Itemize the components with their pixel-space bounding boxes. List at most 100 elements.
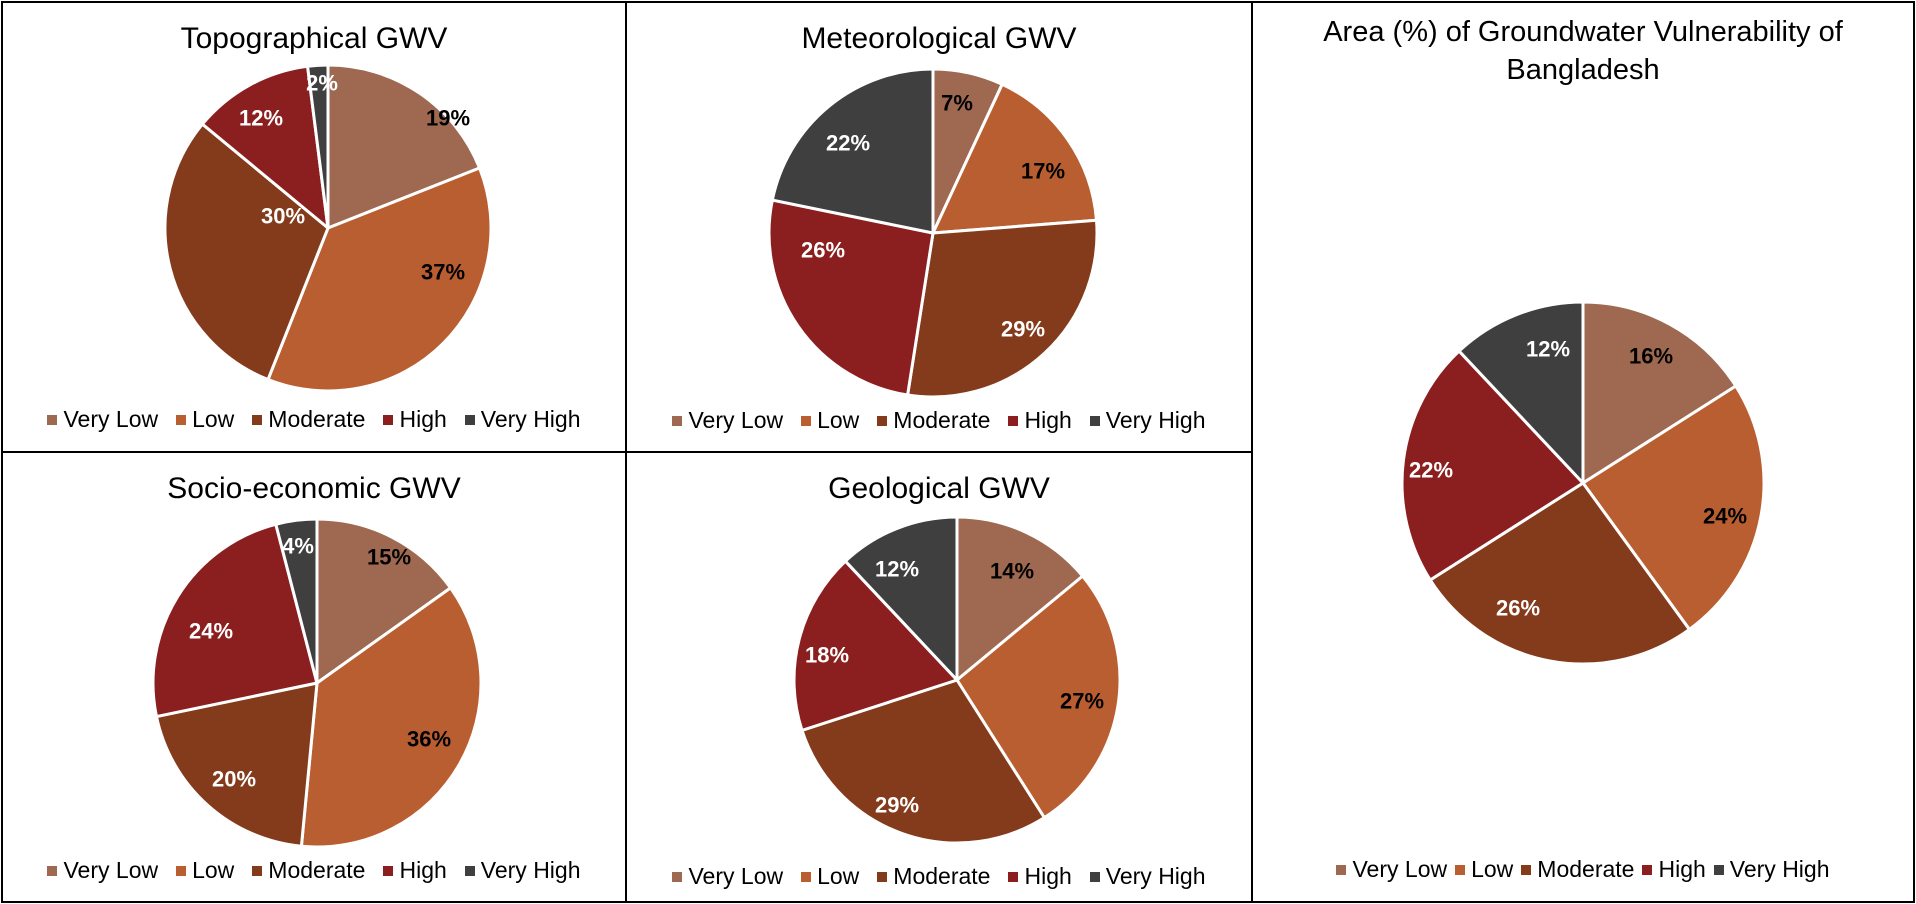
pie-chart: 19% 37% 30% 12% 2% — [163, 63, 493, 393]
legend-swatch-icon — [47, 865, 58, 876]
data-label: 30% — [261, 204, 305, 229]
legend-label: Very Low — [688, 407, 784, 433]
data-label: 24% — [1703, 504, 1747, 529]
legend-label: Very Low — [63, 857, 159, 883]
legend-label: Very Low — [688, 863, 784, 889]
legend-item-very-low: Very Low — [672, 863, 783, 890]
legend-swatch-icon — [1642, 864, 1653, 875]
data-label: 4% — [282, 534, 314, 559]
legend-label: Very High — [1105, 407, 1206, 433]
pie-slice-moderate — [163, 122, 330, 382]
data-label: 7% — [941, 91, 973, 116]
legend-label: High — [1658, 856, 1706, 882]
legend-item-moderate: Moderate — [252, 406, 365, 433]
legend-label: High — [1024, 863, 1072, 889]
legend-item-very-high: Very High — [1713, 856, 1830, 883]
pie-slice-low — [931, 82, 1099, 235]
pie-slice-low — [299, 586, 483, 849]
pie-slice-moderate — [1428, 481, 1691, 666]
chart-legend: Very Low Low Moderate High Very High — [1253, 856, 1913, 883]
chart-legend: Very Low Low Moderate High Very High — [3, 857, 625, 884]
legend-label: Moderate — [893, 407, 991, 433]
legend-swatch-icon — [1008, 415, 1019, 426]
panel-topographical: Topographical GWV 19% 37% 30% 12% 2% Very Lo… — [3, 3, 625, 451]
data-label: 19% — [426, 106, 470, 131]
panel-overall: Area (%) of Groundwater Vulnerability of… — [1253, 3, 1913, 901]
data-label: 12% — [239, 106, 283, 131]
legend-label: Low — [817, 863, 860, 889]
legend-item-low: Low — [176, 857, 234, 884]
pie-slice-very-high — [770, 67, 935, 235]
chart-legend: Very Low Low Moderate High Very High — [627, 407, 1251, 434]
data-label: 18% — [805, 643, 849, 668]
data-label: 22% — [826, 131, 870, 156]
legend-label: Very Low — [1352, 856, 1448, 882]
pie-slice-very-low — [955, 515, 1085, 682]
legend-item-high: High — [1008, 863, 1072, 890]
legend-swatch-icon — [176, 414, 187, 425]
legend-swatch-icon — [1521, 864, 1532, 875]
pie-slice-moderate — [800, 678, 1046, 845]
pie-slice-very-high — [274, 517, 319, 685]
legend-item-very-low: Very Low — [47, 406, 158, 433]
legend-swatch-icon — [1089, 871, 1100, 882]
legend-swatch-icon — [47, 414, 58, 425]
chart-title: Topographical GWV — [180, 22, 448, 55]
chart-title: Socio-economic GWV — [167, 472, 461, 505]
legend-item-very-high: Very High — [1089, 407, 1206, 434]
pie-chart: 7% 17% 29% 26% 22% — [767, 67, 1099, 399]
divider-vertical-2 — [1251, 2, 1253, 902]
legend-item-moderate: Moderate — [877, 863, 990, 890]
legend-label: Moderate — [268, 857, 366, 883]
legend-swatch-icon — [801, 871, 812, 882]
legend-swatch-icon — [176, 865, 187, 876]
pie-slice-moderate — [154, 681, 319, 848]
legend-item-very-low: Very Low — [47, 857, 158, 884]
legend-swatch-icon — [1713, 864, 1724, 875]
legend-label: Very High — [480, 406, 581, 432]
legend-label: Low — [192, 857, 235, 883]
panel-socioeconomic: Socio-economic GWV 15% 36% 20% 24% 4% Very L… — [3, 453, 625, 901]
data-label: 26% — [1496, 596, 1540, 621]
legend-label: Moderate — [1537, 856, 1635, 882]
chart-legend: Very Low Low Moderate High Very High — [3, 406, 625, 433]
data-label: 27% — [1060, 689, 1104, 714]
legend-item-high: High — [1008, 407, 1072, 434]
data-label: 37% — [421, 260, 465, 285]
divider-horizontal — [2, 451, 1252, 453]
legend-item-high: High — [383, 406, 447, 433]
pie-slice-very-low — [1581, 300, 1738, 485]
pie-slice-very-high — [1457, 300, 1585, 485]
pie-chart: 15% 36% 20% 24% 4% — [151, 517, 483, 849]
pie-slice-high — [200, 64, 330, 230]
legend-label: High — [1024, 407, 1072, 433]
legend-label: Low — [1471, 856, 1514, 882]
legend-item-very-high: Very High — [464, 406, 581, 433]
legend-swatch-icon — [464, 865, 475, 876]
legend-label: Moderate — [268, 406, 366, 432]
pie-chart: 14% 27% 29% 18% 12% — [792, 515, 1122, 845]
data-label: 12% — [875, 557, 919, 582]
legend-item-very-low: Very Low — [1336, 856, 1447, 883]
legend-label: High — [399, 406, 447, 432]
data-label: 17% — [1021, 159, 1065, 184]
legend-item-moderate: Moderate — [1521, 856, 1634, 883]
legend-label: Very High — [1729, 856, 1830, 882]
legend-swatch-icon — [672, 415, 683, 426]
legend-swatch-icon — [383, 865, 394, 876]
legend-swatch-icon — [672, 871, 683, 882]
pie-slice-low — [266, 166, 493, 393]
pie-slice-very-low — [315, 517, 453, 685]
data-label: 36% — [407, 727, 451, 752]
legend-swatch-icon — [1089, 415, 1100, 426]
chart-title: Geological GWV — [828, 472, 1050, 505]
pie-chart: 16% 24% 26% 22% 12% — [1400, 300, 1766, 666]
legend-label: Very High — [1105, 863, 1206, 889]
legend-swatch-icon — [252, 865, 263, 876]
legend-swatch-icon — [801, 415, 812, 426]
pie-slice-very-high — [306, 63, 330, 230]
data-label: 14% — [990, 559, 1034, 584]
legend-item-high: High — [1642, 856, 1706, 883]
legend-label: Low — [192, 406, 235, 432]
data-label: 20% — [212, 767, 256, 792]
